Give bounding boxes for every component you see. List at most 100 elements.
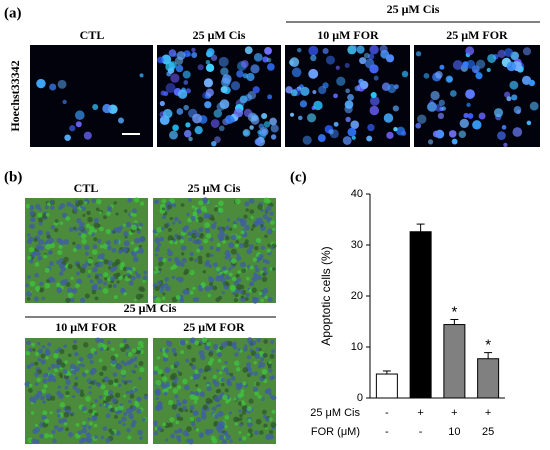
cell bbox=[240, 218, 247, 225]
cell bbox=[255, 237, 262, 244]
cell bbox=[197, 259, 203, 265]
micrograph bbox=[24, 337, 148, 444]
cell bbox=[153, 420, 158, 425]
cell bbox=[190, 215, 196, 221]
cell bbox=[80, 233, 87, 239]
cell bbox=[234, 360, 240, 367]
cell bbox=[208, 264, 213, 268]
cell bbox=[37, 348, 44, 354]
nucleus bbox=[92, 103, 99, 110]
cell bbox=[92, 244, 98, 249]
cell bbox=[156, 226, 163, 233]
cell bbox=[81, 372, 87, 377]
cell bbox=[213, 423, 217, 427]
cell bbox=[37, 212, 43, 218]
cell bbox=[37, 229, 43, 236]
nucleus bbox=[299, 100, 308, 108]
cell bbox=[189, 256, 194, 262]
cell bbox=[216, 351, 223, 358]
nucleus bbox=[373, 75, 379, 81]
nucleus bbox=[118, 117, 124, 124]
cell bbox=[270, 246, 274, 250]
cell bbox=[248, 398, 254, 404]
cell bbox=[203, 376, 207, 380]
cell bbox=[99, 371, 104, 377]
cell bbox=[164, 348, 170, 353]
cell bbox=[41, 344, 46, 349]
cell bbox=[59, 349, 65, 355]
cell bbox=[208, 351, 214, 357]
cell bbox=[126, 360, 132, 366]
cell bbox=[233, 397, 237, 401]
nucleus bbox=[183, 80, 189, 85]
cell bbox=[126, 272, 130, 276]
cell bbox=[81, 238, 87, 245]
cell bbox=[240, 230, 245, 235]
cell bbox=[235, 382, 239, 386]
micrograph bbox=[157, 45, 281, 147]
cell bbox=[107, 340, 111, 345]
cell bbox=[86, 378, 91, 383]
cell bbox=[172, 264, 178, 270]
cell bbox=[270, 422, 277, 428]
cell bbox=[179, 239, 185, 244]
cell bbox=[213, 221, 217, 225]
cell bbox=[179, 298, 185, 303]
cell bbox=[191, 422, 196, 427]
cell bbox=[38, 208, 42, 212]
nucleus bbox=[322, 47, 329, 55]
cell bbox=[136, 396, 141, 401]
cell bbox=[113, 381, 118, 387]
cell bbox=[140, 287, 146, 292]
cell bbox=[131, 369, 135, 374]
cell bbox=[263, 353, 268, 358]
cell bbox=[85, 251, 89, 256]
cell bbox=[245, 208, 249, 212]
cell bbox=[154, 266, 158, 270]
nucleus bbox=[415, 122, 422, 129]
nucleus bbox=[387, 84, 397, 94]
nucleus bbox=[298, 115, 303, 121]
cell bbox=[50, 277, 56, 283]
cell bbox=[164, 392, 168, 396]
cell bbox=[266, 248, 271, 253]
cell bbox=[66, 201, 72, 207]
cell bbox=[138, 222, 144, 227]
cell bbox=[37, 342, 41, 346]
cell bbox=[131, 208, 137, 214]
micrograph bbox=[285, 45, 410, 147]
cell bbox=[184, 340, 189, 344]
cell bbox=[157, 369, 163, 375]
nucleus bbox=[183, 129, 192, 138]
cell bbox=[161, 207, 165, 211]
nucleus bbox=[290, 112, 295, 117]
cell bbox=[260, 245, 266, 250]
cell bbox=[254, 246, 259, 251]
nucleus bbox=[191, 52, 198, 58]
cell bbox=[218, 226, 223, 230]
cell bbox=[221, 290, 225, 295]
nucleus bbox=[267, 94, 273, 100]
cell bbox=[47, 366, 52, 371]
nucleus bbox=[486, 67, 491, 73]
cell bbox=[127, 435, 132, 440]
nucleus bbox=[459, 118, 469, 129]
cell bbox=[235, 367, 241, 372]
cell bbox=[164, 388, 169, 393]
cell bbox=[113, 239, 120, 245]
cell bbox=[49, 434, 54, 438]
cell bbox=[100, 384, 106, 390]
cell bbox=[172, 221, 176, 225]
row-cell: - bbox=[385, 407, 389, 419]
cell bbox=[79, 205, 84, 209]
nucleus bbox=[369, 64, 379, 74]
cell bbox=[206, 383, 210, 387]
cell bbox=[200, 410, 207, 417]
cell bbox=[28, 236, 34, 242]
cell bbox=[124, 209, 128, 213]
cell bbox=[48, 261, 54, 267]
cell bbox=[217, 358, 222, 363]
cell bbox=[195, 384, 199, 388]
cell bbox=[262, 266, 268, 272]
cell bbox=[257, 394, 262, 399]
